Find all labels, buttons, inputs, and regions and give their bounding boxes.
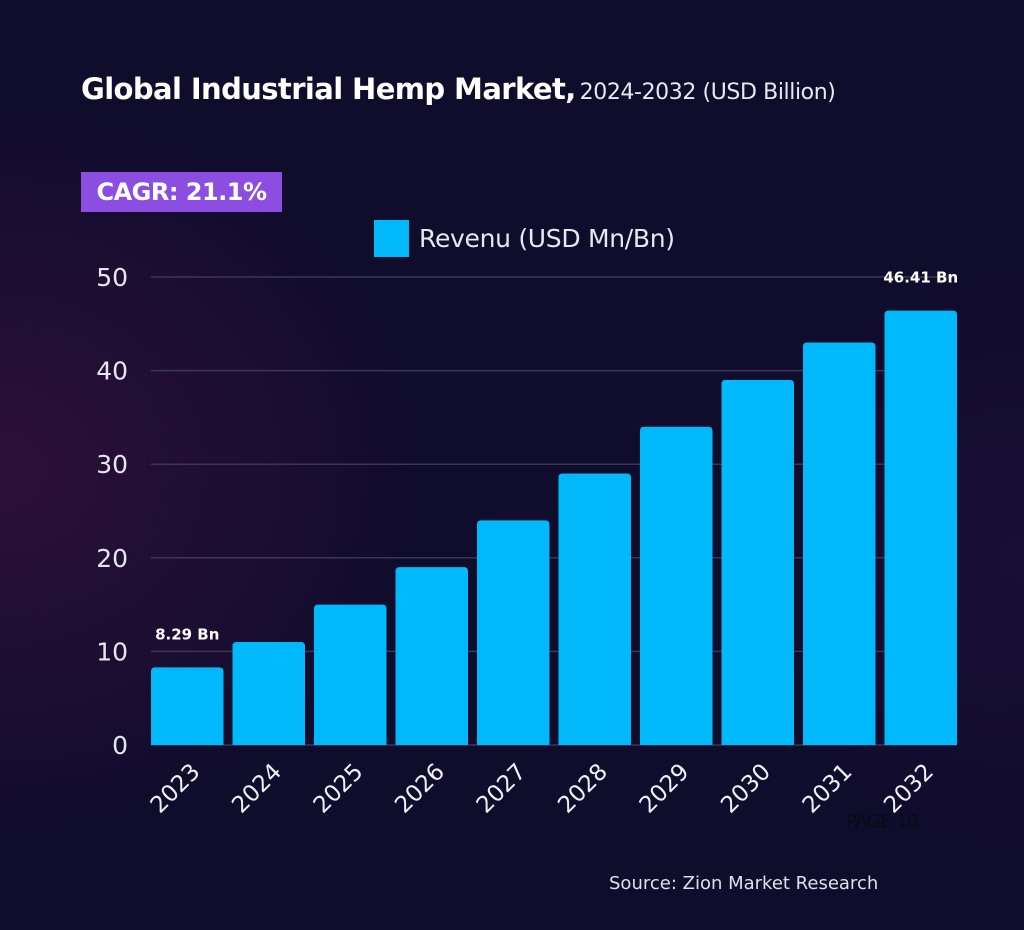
x-tick-label: 2027 [472,759,532,819]
x-tick-label: 2030 [716,759,776,819]
data-label-2023: 8.29 Bn [155,625,219,643]
legend-swatch [374,220,409,257]
chart-title-main: Global Industrial Hemp Market, [81,72,576,106]
y-tick-label: 50 [96,263,128,292]
chart-legend: Revenu (USD Mn/Bn) [374,220,675,257]
bar-2027 [477,520,550,745]
y-axis-ticks: 0 10 20 30 40 50 [96,263,128,760]
chart-title: Global Industrial Hemp Market, 2024-2032 … [81,72,836,106]
y-tick-label: 20 [96,544,128,573]
x-tick-label: 2032 [879,759,939,819]
bar-2032 [884,310,957,745]
x-tick-label: 2029 [635,759,695,819]
bar-2029 [640,426,713,745]
y-tick-label: 40 [96,357,128,386]
bar-2028 [558,473,631,745]
legend-label: Revenu (USD Mn/Bn) [419,224,675,253]
bars [151,310,957,745]
x-tick-label: 2024 [227,759,287,819]
data-labels: 8.29 Bn 46.41 Bn [155,269,958,644]
x-tick-label: 2026 [390,759,450,819]
bar-2024 [232,642,305,745]
x-tick-label: 2025 [309,759,369,819]
source-note: Source: Zion Market Research [609,873,879,894]
bar-2025 [314,604,387,745]
bar-2026 [395,567,468,745]
page-number: PAGE 10 [846,811,919,832]
y-tick-label: 30 [96,450,128,479]
y-tick-label: 10 [96,637,128,666]
bar-2031 [803,342,876,745]
y-tick-label: 0 [112,731,128,760]
x-axis-ticks: 2023 2024 2025 2026 2027 2028 2029 2030 2031 2032 [146,759,939,819]
x-tick-label: 2023 [146,759,206,819]
cagr-badge: CAGR: 21.1% [81,172,282,212]
x-tick-label: 2028 [553,759,613,819]
x-tick-label: 2031 [798,759,858,819]
bar-2030 [721,379,794,745]
bar-2023 [151,667,224,745]
chart-title-sub: 2024-2032 (USD Billion) [579,80,836,105]
data-label-2032: 46.41 Bn [883,269,958,287]
